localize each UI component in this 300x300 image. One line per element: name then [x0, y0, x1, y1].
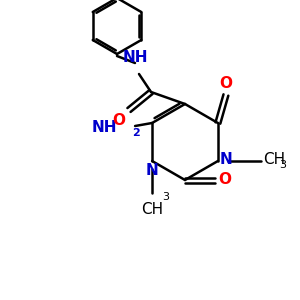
Text: N: N [146, 163, 158, 178]
Text: 3: 3 [279, 160, 286, 170]
Text: O: O [112, 113, 125, 128]
Text: NH: NH [122, 50, 148, 65]
Text: 2: 2 [132, 128, 140, 138]
Text: O: O [219, 76, 232, 91]
Text: CH: CH [141, 202, 163, 217]
Text: O: O [218, 172, 231, 188]
Text: N: N [220, 152, 233, 167]
Text: NH: NH [92, 121, 117, 136]
Text: CH: CH [263, 152, 285, 167]
Text: 3: 3 [162, 192, 169, 202]
